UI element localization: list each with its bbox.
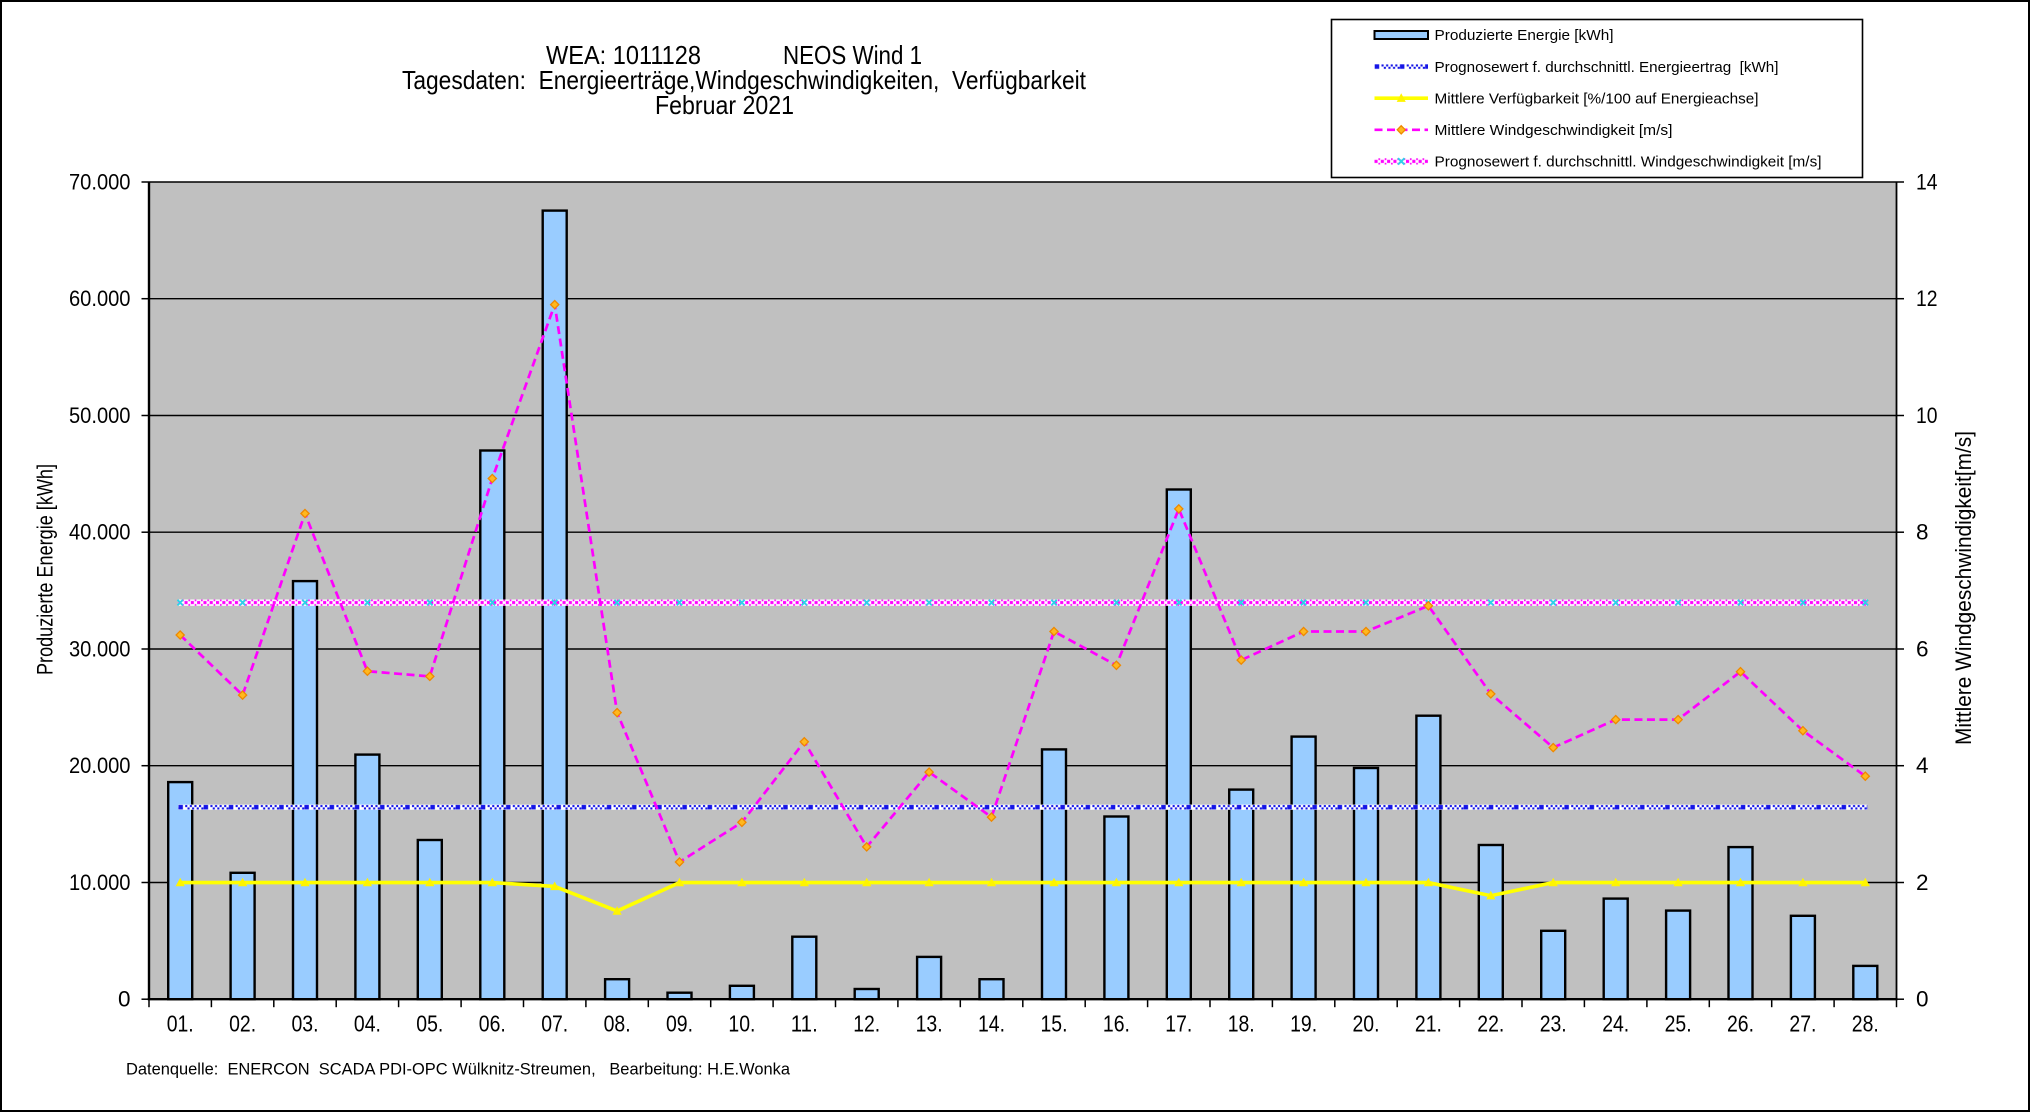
svg-text:03.: 03. bbox=[292, 1011, 319, 1037]
svg-text:13.: 13. bbox=[916, 1011, 943, 1037]
svg-text:17.: 17. bbox=[1165, 1011, 1192, 1037]
svg-text:07.: 07. bbox=[541, 1011, 568, 1037]
svg-text:30.000: 30.000 bbox=[69, 637, 131, 662]
svg-text:Produzierte Energie [kWh]: Produzierte Energie [kWh] bbox=[1435, 28, 1614, 44]
svg-text:20.: 20. bbox=[1353, 1011, 1380, 1037]
svg-text:2: 2 bbox=[1916, 870, 1929, 895]
svg-text:0: 0 bbox=[118, 987, 131, 1012]
svg-text:14.: 14. bbox=[978, 1011, 1005, 1037]
svg-text:06.: 06. bbox=[479, 1011, 506, 1037]
svg-text:Prognosewert f. durchschnittl.: Prognosewert f. durchschnittl. Windgesch… bbox=[1435, 155, 1822, 171]
svg-text:22.: 22. bbox=[1477, 1011, 1504, 1037]
svg-text:23.: 23. bbox=[1540, 1011, 1567, 1037]
svg-text:24.: 24. bbox=[1602, 1011, 1629, 1037]
svg-text:04.: 04. bbox=[354, 1011, 381, 1037]
svg-text:11.: 11. bbox=[791, 1011, 818, 1037]
svg-text:4: 4 bbox=[1916, 753, 1929, 778]
svg-text:15.: 15. bbox=[1041, 1011, 1068, 1037]
svg-text:10.000: 10.000 bbox=[69, 870, 131, 895]
svg-text:8: 8 bbox=[1916, 520, 1929, 545]
svg-text:18.: 18. bbox=[1228, 1011, 1255, 1037]
svg-text:Datenquelle: ENERCON SCADA P: Datenquelle: ENERCON SCADA PDI-OPC Wülkn… bbox=[126, 1060, 791, 1079]
svg-text:21.: 21. bbox=[1415, 1011, 1442, 1037]
svg-text:05.: 05. bbox=[416, 1011, 443, 1037]
svg-text:19.: 19. bbox=[1290, 1011, 1317, 1037]
svg-text:WEA: 1011128: WEA: 1011128 bbox=[546, 40, 701, 70]
svg-text:25.: 25. bbox=[1665, 1011, 1692, 1037]
svg-text:Produzierte Energie [kWh]: Produzierte Energie [kWh] bbox=[33, 464, 58, 675]
svg-text:Februar 2021: Februar 2021 bbox=[655, 90, 794, 120]
svg-text:26.: 26. bbox=[1727, 1011, 1754, 1037]
svg-text:12.: 12. bbox=[853, 1011, 880, 1037]
svg-text:14: 14 bbox=[1916, 170, 1938, 195]
svg-text:60.000: 60.000 bbox=[69, 286, 131, 311]
svg-text:16.: 16. bbox=[1103, 1011, 1130, 1037]
svg-text:NEOS Wind 1: NEOS Wind 1 bbox=[783, 40, 922, 70]
svg-text:Mittlere Verfügbarkeit [%/100: Mittlere Verfügbarkeit [%/100 auf Energi… bbox=[1435, 91, 1759, 107]
svg-text:12: 12 bbox=[1916, 286, 1938, 311]
svg-text:Mittlere Windgeschwindigkeit[m: Mittlere Windgeschwindigkeit[m/s] bbox=[1951, 431, 1976, 745]
svg-text:08.: 08. bbox=[604, 1011, 631, 1037]
svg-text:20.000: 20.000 bbox=[69, 753, 131, 778]
svg-text:02.: 02. bbox=[229, 1011, 256, 1037]
svg-text:10: 10 bbox=[1916, 403, 1938, 428]
svg-text:70.000: 70.000 bbox=[69, 170, 131, 195]
svg-text:6: 6 bbox=[1916, 637, 1929, 662]
svg-text:09.: 09. bbox=[666, 1011, 693, 1037]
svg-text:40.000: 40.000 bbox=[69, 520, 131, 545]
svg-text:0: 0 bbox=[1916, 987, 1929, 1012]
svg-text:Mittlere Windgeschwindigkeit [: Mittlere Windgeschwindigkeit [m/s] bbox=[1435, 123, 1673, 139]
svg-text:01.: 01. bbox=[167, 1011, 194, 1037]
svg-text:Prognosewert f. durchschnittl.: Prognosewert f. durchschnittl. Energieer… bbox=[1435, 60, 1779, 76]
svg-text:Tagesdaten: Energieerträge,Wi: Tagesdaten: Energieerträge,Windgeschwind… bbox=[402, 65, 1087, 95]
svg-text:10.: 10. bbox=[728, 1011, 755, 1037]
svg-text:28.: 28. bbox=[1852, 1011, 1879, 1037]
svg-text:50.000: 50.000 bbox=[69, 403, 131, 428]
svg-text:27.: 27. bbox=[1789, 1011, 1816, 1037]
